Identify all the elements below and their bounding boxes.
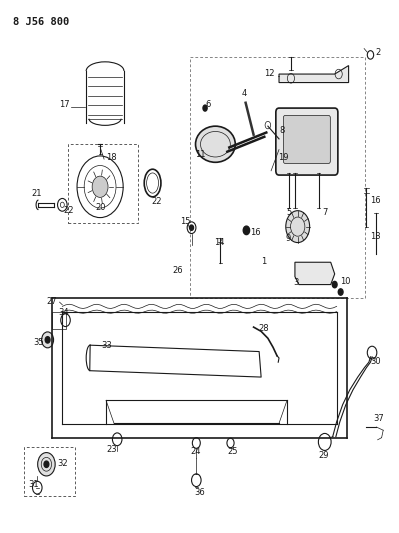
Text: 21: 21 <box>32 189 42 198</box>
Text: 5: 5 <box>286 208 291 217</box>
Text: 34: 34 <box>58 309 69 318</box>
Text: 20: 20 <box>95 203 106 212</box>
Circle shape <box>38 453 55 476</box>
Text: 35: 35 <box>33 338 44 347</box>
Text: 7: 7 <box>322 208 327 217</box>
Text: 19: 19 <box>278 153 289 162</box>
Text: 2: 2 <box>375 48 381 57</box>
Text: 31: 31 <box>28 480 39 489</box>
Text: 10: 10 <box>340 277 351 286</box>
Text: 16: 16 <box>371 196 381 205</box>
Text: 22: 22 <box>151 197 162 206</box>
Text: 30: 30 <box>371 357 381 366</box>
Circle shape <box>190 225 194 230</box>
Circle shape <box>202 104 208 112</box>
Text: 6: 6 <box>206 100 211 109</box>
Text: 3: 3 <box>293 278 299 287</box>
Text: 23: 23 <box>106 445 117 454</box>
Text: 29: 29 <box>319 451 329 460</box>
Text: 8: 8 <box>279 126 284 134</box>
Text: 12: 12 <box>264 69 275 78</box>
Circle shape <box>45 337 50 343</box>
FancyBboxPatch shape <box>283 116 330 164</box>
Text: 13: 13 <box>371 232 381 241</box>
Text: 18: 18 <box>106 153 116 162</box>
Text: 26: 26 <box>172 266 183 275</box>
Text: 28: 28 <box>258 325 269 333</box>
Text: 11: 11 <box>195 150 205 159</box>
FancyBboxPatch shape <box>276 108 338 175</box>
Text: 33: 33 <box>101 341 112 350</box>
Ellipse shape <box>196 126 235 163</box>
Circle shape <box>92 176 108 197</box>
Circle shape <box>338 289 343 295</box>
Circle shape <box>332 281 337 288</box>
Text: 27: 27 <box>47 297 57 306</box>
Text: 8 J56 800: 8 J56 800 <box>13 17 69 27</box>
Text: 14: 14 <box>214 238 224 247</box>
Text: 32: 32 <box>57 459 68 469</box>
Text: 25: 25 <box>227 447 238 456</box>
Text: 36: 36 <box>194 488 205 497</box>
Text: 37: 37 <box>373 414 384 423</box>
Circle shape <box>41 332 53 348</box>
Circle shape <box>44 461 49 467</box>
Text: 17: 17 <box>59 100 69 109</box>
Text: 4: 4 <box>242 90 247 99</box>
Polygon shape <box>279 66 349 83</box>
Text: 15: 15 <box>180 217 190 226</box>
Text: 16: 16 <box>251 228 261 237</box>
Text: 9: 9 <box>286 234 291 243</box>
Polygon shape <box>295 262 335 285</box>
Text: 22: 22 <box>63 206 74 215</box>
Text: 1: 1 <box>261 257 267 266</box>
Text: 24: 24 <box>190 447 200 456</box>
Circle shape <box>243 226 250 235</box>
Circle shape <box>286 211 310 243</box>
